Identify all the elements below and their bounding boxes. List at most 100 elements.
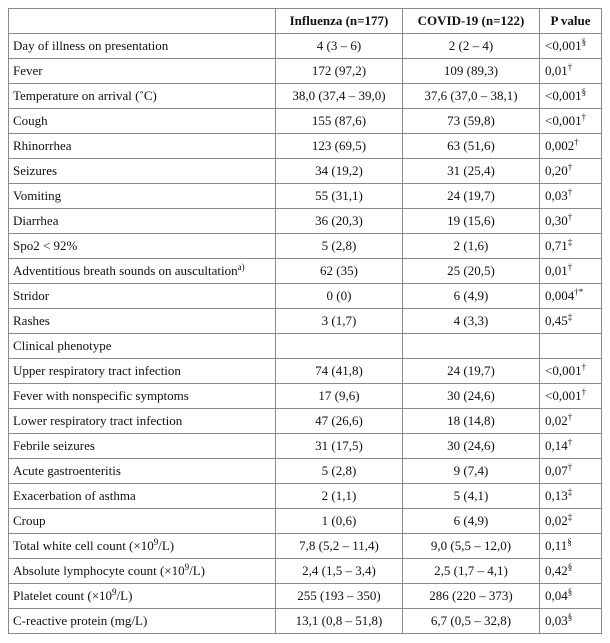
header-row: Influenza (n=177) COVID-19 (n=122) P val… bbox=[8, 8, 602, 34]
header-cell: P value bbox=[539, 8, 602, 34]
table-row: Rashes 3 (1,7) 4 (3,3) 0,45‡ bbox=[8, 308, 602, 334]
table-row: Day of illness on presentation 4 (3 – 6) 2… bbox=[8, 33, 602, 59]
table-row: Fever with nonspecific symptoms 17 (9,6) 3… bbox=[8, 383, 602, 409]
table-row: Vomiting 55 (31,1) 24 (19,7) 0,03† bbox=[8, 183, 602, 209]
covid-cell: 31 (25,4) bbox=[402, 158, 540, 184]
p-value: 0,03 bbox=[545, 188, 568, 203]
p-value: <0,001 bbox=[545, 88, 582, 103]
row-label: Rhinorrhea bbox=[8, 133, 276, 159]
p-value-cell: 0,20† bbox=[539, 158, 602, 184]
p-value-cell: 0,01† bbox=[539, 58, 602, 84]
row-label: Absolute lymphocyte count (×109/L) bbox=[8, 558, 276, 584]
table-row: Clinical phenotype bbox=[8, 333, 602, 359]
influenza-cell: 31 (17,5) bbox=[275, 433, 403, 459]
influenza-cell bbox=[275, 333, 403, 359]
influenza-cell: 5 (2,8) bbox=[275, 233, 403, 259]
covid-cell bbox=[402, 333, 540, 359]
p-value-cell: <0,001§ bbox=[539, 33, 602, 59]
header-cell bbox=[8, 8, 276, 34]
influenza-cell: 62 (35) bbox=[275, 258, 403, 284]
label-text: Seizures bbox=[13, 163, 58, 178]
p-value-note: † bbox=[581, 112, 587, 122]
influenza-cell: 2,4 (1,5 – 3,4) bbox=[275, 558, 403, 584]
p-value-note: † bbox=[567, 212, 573, 222]
label-superscript: 9 bbox=[153, 537, 159, 547]
p-value-cell: 0,14† bbox=[539, 433, 602, 459]
p-value-note: ‡ bbox=[567, 312, 573, 322]
label-text: Vomiting bbox=[13, 188, 62, 203]
p-value-note: ‡ bbox=[567, 487, 573, 497]
row-label: Exacerbation of asthma bbox=[8, 483, 276, 509]
p-value: 0,01 bbox=[545, 263, 568, 278]
p-value: 0,30 bbox=[545, 213, 568, 228]
table-row: Seizures 34 (19,2) 31 (25,4) 0,20† bbox=[8, 158, 602, 184]
covid-cell: 2 (2 – 4) bbox=[402, 33, 540, 59]
p-value-note: § bbox=[581, 87, 587, 97]
label-text: Exacerbation of asthma bbox=[13, 488, 136, 503]
covid-cell: 6 (4,9) bbox=[402, 508, 540, 534]
table-header: Influenza (n=177) COVID-19 (n=122) P val… bbox=[8, 8, 602, 34]
influenza-cell: 3 (1,7) bbox=[275, 308, 403, 334]
label-text: Rashes bbox=[13, 313, 50, 328]
covid-cell: 30 (24,6) bbox=[402, 433, 540, 459]
influenza-cell: 17 (9,6) bbox=[275, 383, 403, 409]
label-text: Adventitious breath sounds on auscultati… bbox=[13, 263, 238, 278]
p-value-cell: 0,07† bbox=[539, 458, 602, 484]
results-table: Influenza (n=177) COVID-19 (n=122) P val… bbox=[8, 8, 602, 634]
influenza-cell: 55 (31,1) bbox=[275, 183, 403, 209]
row-label: C-reactive protein (mg/L) bbox=[8, 608, 276, 634]
p-value: 0,20 bbox=[545, 163, 568, 178]
p-value-note: § bbox=[567, 562, 573, 572]
influenza-cell: 36 (20,3) bbox=[275, 208, 403, 234]
covid-cell: 6,7 (0,5 – 32,8) bbox=[402, 608, 540, 634]
covid-cell: 73 (59,8) bbox=[402, 108, 540, 134]
covid-cell: 24 (19,7) bbox=[402, 183, 540, 209]
label-text: C-reactive protein (mg/L) bbox=[13, 613, 148, 628]
label-text: Spo2 < 92% bbox=[13, 238, 78, 253]
covid-cell: 2 (1,6) bbox=[402, 233, 540, 259]
label-text: Clinical phenotype bbox=[13, 338, 112, 353]
influenza-cell: 38,0 (37,4 – 39,0) bbox=[275, 83, 403, 109]
p-value: 0,02 bbox=[545, 513, 568, 528]
p-value-cell: 0,002† bbox=[539, 133, 602, 159]
label-text: Upper respiratory tract infection bbox=[13, 363, 181, 378]
p-value: 0,42 bbox=[545, 563, 568, 578]
table-row: Adventitious breath sounds on auscultati… bbox=[8, 258, 602, 284]
label-text: Croup bbox=[13, 513, 46, 528]
label-text: Absolute lymphocyte count (×10 bbox=[13, 563, 185, 578]
p-value-note: § bbox=[567, 587, 573, 597]
p-value-cell: 0,02‡ bbox=[539, 508, 602, 534]
label-superscript: 9 bbox=[184, 562, 190, 572]
label-text: Platelet count (×10 bbox=[13, 588, 113, 603]
row-label: Total white cell count (×109/L) bbox=[8, 533, 276, 559]
covid-cell: 19 (15,6) bbox=[402, 208, 540, 234]
table-body: Day of illness on presentation 4 (3 – 6) 2… bbox=[8, 33, 602, 634]
row-label: Stridor bbox=[8, 283, 276, 309]
table-row: Fever 172 (97,2) 109 (89,3) 0,01† bbox=[8, 58, 602, 84]
p-value-note: ‡ bbox=[567, 237, 573, 247]
covid-cell: 6 (4,9) bbox=[402, 283, 540, 309]
row-label: Clinical phenotype bbox=[8, 333, 276, 359]
covid-cell: 4 (3,3) bbox=[402, 308, 540, 334]
p-value-cell: 0,71‡ bbox=[539, 233, 602, 259]
influenza-cell: 0 (0) bbox=[275, 283, 403, 309]
label-superscript: a) bbox=[237, 262, 245, 272]
covid-cell: 109 (89,3) bbox=[402, 58, 540, 84]
table-row: C-reactive protein (mg/L) 13,1 (0,8 – 51,… bbox=[8, 608, 602, 634]
label-text: Cough bbox=[13, 113, 48, 128]
row-label: Lower respiratory tract infection bbox=[8, 408, 276, 434]
p-value-note: † bbox=[574, 137, 579, 147]
table-row: Stridor 0 (0) 6 (4,9) 0,004†* bbox=[8, 283, 602, 309]
covid-cell: 18 (14,8) bbox=[402, 408, 540, 434]
p-value-note: † bbox=[567, 437, 573, 447]
p-value: 0,71 bbox=[545, 238, 568, 253]
p-value-note: † bbox=[567, 462, 573, 472]
p-value: 0,03 bbox=[545, 613, 568, 628]
row-label: Temperature on arrival (˚C) bbox=[8, 83, 276, 109]
row-label: Spo2 < 92% bbox=[8, 233, 276, 259]
p-value-cell: <0,001† bbox=[539, 358, 602, 384]
label-text: Diarrhea bbox=[13, 213, 59, 228]
p-value-note: † bbox=[567, 62, 573, 72]
covid-cell: 9 (7,4) bbox=[402, 458, 540, 484]
